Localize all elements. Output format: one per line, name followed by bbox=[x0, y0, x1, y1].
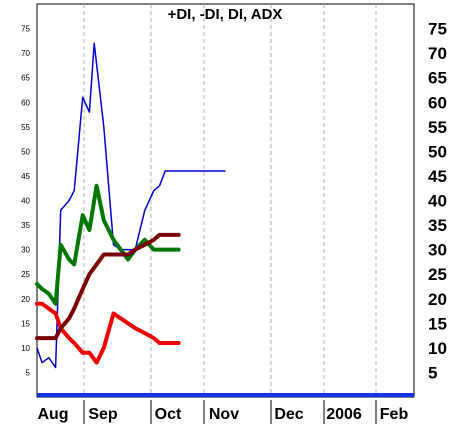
x-tick-label: Feb bbox=[380, 406, 409, 423]
x-tick-label: Sep bbox=[88, 406, 118, 423]
left-tick-label: 10 bbox=[21, 344, 30, 353]
series-line-2 bbox=[35, 183, 181, 306]
x-tick-label: Nov bbox=[209, 406, 239, 423]
right-tick-label: 60 bbox=[428, 93, 447, 112]
series-line-1 bbox=[36, 42, 226, 369]
left-tick-label: 15 bbox=[21, 319, 30, 328]
right-tick-label: 30 bbox=[428, 241, 447, 260]
right-y-tick-labels: 5 10 15 20 25 30 35 40 45 50 55 60 65 70 75 bbox=[428, 20, 447, 383]
series-line-4 bbox=[35, 232, 181, 341]
left-tick-label: 60 bbox=[21, 98, 30, 107]
right-tick-label: 35 bbox=[428, 216, 447, 235]
right-tick-label: 70 bbox=[428, 44, 447, 63]
series-line-3 bbox=[35, 301, 181, 365]
chart-title: +DI, -DI, DI, ADX bbox=[168, 6, 283, 23]
right-tick-label: 55 bbox=[428, 118, 447, 137]
right-tick-label: 75 bbox=[428, 20, 447, 39]
right-tick-label: 65 bbox=[428, 69, 447, 88]
x-tick-label: Aug bbox=[37, 406, 68, 423]
left-tick-label: 30 bbox=[21, 246, 30, 255]
right-tick-label: 20 bbox=[428, 290, 447, 309]
left-tick-label: 75 bbox=[21, 25, 30, 34]
left-tick-label: 40 bbox=[21, 197, 30, 206]
grid-lines bbox=[83, 4, 377, 397]
right-tick-label: 40 bbox=[428, 192, 447, 211]
x-tick-label: Oct bbox=[155, 406, 182, 423]
left-tick-label: 45 bbox=[21, 172, 30, 181]
x-tick-label: Dec bbox=[274, 406, 303, 423]
left-tick-label: 55 bbox=[21, 123, 30, 132]
left-tick-label: 70 bbox=[21, 49, 30, 58]
left-tick-label: 50 bbox=[21, 147, 30, 156]
right-tick-label: 15 bbox=[428, 314, 447, 333]
right-tick-label: 45 bbox=[428, 167, 447, 186]
left-tick-label: 5 bbox=[26, 368, 31, 377]
right-tick-label: 25 bbox=[428, 265, 447, 284]
left-tick-label: 35 bbox=[21, 221, 30, 230]
series-layer bbox=[35, 42, 226, 369]
right-tick-label: 5 bbox=[428, 363, 437, 382]
right-tick-label: 50 bbox=[428, 142, 447, 161]
right-tick-label: 10 bbox=[428, 339, 447, 358]
left-y-tick-labels: 5 10 15 20 25 30 35 40 45 50 55 60 65 70 75 bbox=[21, 25, 30, 378]
left-tick-label: 25 bbox=[21, 270, 30, 279]
x-tick-labels: Aug Sep Oct Nov Dec 2006 Feb bbox=[37, 400, 408, 424]
left-tick-label: 65 bbox=[21, 74, 30, 83]
x-tick-label: 2006 bbox=[326, 406, 362, 423]
left-tick-label: 20 bbox=[21, 295, 30, 304]
